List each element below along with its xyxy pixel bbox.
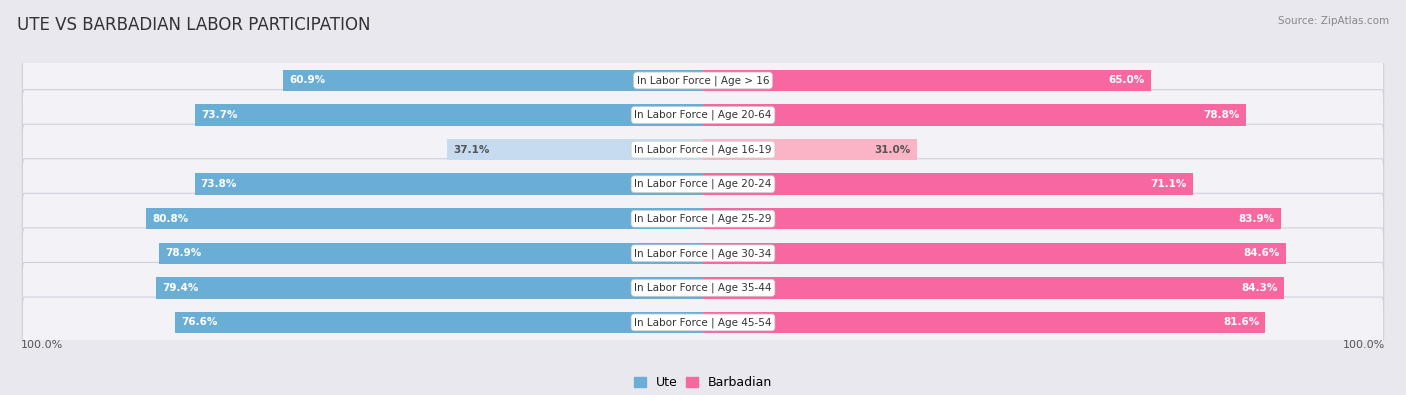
- Bar: [703, 70, 1152, 91]
- Bar: [703, 104, 1246, 126]
- Text: 71.1%: 71.1%: [1150, 179, 1187, 189]
- FancyBboxPatch shape: [22, 124, 1384, 175]
- FancyBboxPatch shape: [22, 228, 1384, 279]
- Text: 80.8%: 80.8%: [152, 214, 188, 224]
- Bar: [156, 277, 703, 299]
- Text: In Labor Force | Age 16-19: In Labor Force | Age 16-19: [634, 144, 772, 155]
- Text: In Labor Force | Age 30-34: In Labor Force | Age 30-34: [634, 248, 772, 259]
- Text: In Labor Force | Age 35-44: In Labor Force | Age 35-44: [634, 282, 772, 293]
- FancyBboxPatch shape: [22, 193, 1384, 244]
- Bar: [703, 277, 1284, 299]
- Text: 84.3%: 84.3%: [1241, 283, 1278, 293]
- Text: 100.0%: 100.0%: [1343, 340, 1385, 350]
- Text: 81.6%: 81.6%: [1223, 318, 1260, 327]
- Text: 31.0%: 31.0%: [875, 145, 911, 154]
- Legend: Ute, Barbadian: Ute, Barbadian: [628, 371, 778, 394]
- Text: 73.8%: 73.8%: [201, 179, 236, 189]
- FancyBboxPatch shape: [22, 159, 1384, 210]
- Text: In Labor Force | Age > 16: In Labor Force | Age > 16: [637, 75, 769, 86]
- Bar: [195, 104, 703, 126]
- Bar: [176, 312, 703, 333]
- Text: 78.9%: 78.9%: [166, 248, 201, 258]
- Bar: [703, 208, 1281, 229]
- Bar: [194, 173, 703, 195]
- FancyBboxPatch shape: [22, 262, 1384, 313]
- Bar: [703, 243, 1286, 264]
- FancyBboxPatch shape: [22, 297, 1384, 348]
- Bar: [447, 139, 703, 160]
- Text: 37.1%: 37.1%: [453, 145, 489, 154]
- FancyBboxPatch shape: [22, 55, 1384, 106]
- Bar: [703, 312, 1265, 333]
- Text: 79.4%: 79.4%: [162, 283, 198, 293]
- Text: 100.0%: 100.0%: [21, 340, 63, 350]
- Text: 83.9%: 83.9%: [1239, 214, 1275, 224]
- Bar: [159, 243, 703, 264]
- FancyBboxPatch shape: [22, 90, 1384, 141]
- Bar: [703, 173, 1192, 195]
- Text: Source: ZipAtlas.com: Source: ZipAtlas.com: [1278, 16, 1389, 26]
- Text: In Labor Force | Age 45-54: In Labor Force | Age 45-54: [634, 317, 772, 328]
- Bar: [146, 208, 703, 229]
- Text: In Labor Force | Age 25-29: In Labor Force | Age 25-29: [634, 213, 772, 224]
- Bar: [284, 70, 703, 91]
- Text: In Labor Force | Age 20-24: In Labor Force | Age 20-24: [634, 179, 772, 190]
- Text: 60.9%: 60.9%: [290, 75, 326, 85]
- Text: 76.6%: 76.6%: [181, 318, 218, 327]
- Text: 78.8%: 78.8%: [1204, 110, 1240, 120]
- Text: 65.0%: 65.0%: [1108, 75, 1144, 85]
- Text: 84.6%: 84.6%: [1243, 248, 1279, 258]
- Bar: [703, 139, 917, 160]
- Text: 73.7%: 73.7%: [201, 110, 238, 120]
- Text: In Labor Force | Age 20-64: In Labor Force | Age 20-64: [634, 110, 772, 120]
- Text: UTE VS BARBADIAN LABOR PARTICIPATION: UTE VS BARBADIAN LABOR PARTICIPATION: [17, 16, 370, 34]
